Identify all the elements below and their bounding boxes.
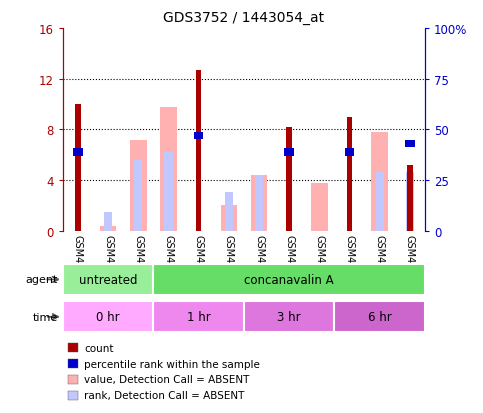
Text: untreated: untreated — [79, 273, 137, 286]
Bar — [345, 149, 355, 156]
Bar — [376, 173, 384, 231]
Bar — [63, 301, 154, 332]
Text: time: time — [33, 312, 58, 322]
Text: count: count — [84, 343, 114, 353]
Bar — [371, 133, 388, 231]
Bar — [100, 226, 116, 231]
Bar — [221, 206, 237, 231]
Bar — [225, 193, 233, 231]
Text: 6 hr: 6 hr — [368, 311, 392, 323]
Title: GDS3752 / 1443054_at: GDS3752 / 1443054_at — [163, 11, 325, 25]
Bar — [407, 166, 412, 231]
Bar — [134, 160, 142, 231]
Bar — [194, 133, 203, 140]
Bar — [244, 301, 334, 332]
Bar — [75, 105, 81, 231]
Bar — [154, 264, 425, 295]
Bar — [160, 107, 177, 231]
Bar — [154, 301, 244, 332]
Bar — [284, 149, 294, 156]
Text: percentile rank within the sample: percentile rank within the sample — [84, 359, 260, 369]
Bar — [104, 212, 112, 231]
Bar — [334, 301, 425, 332]
Text: 3 hr: 3 hr — [277, 311, 301, 323]
Bar — [196, 71, 201, 231]
Bar — [63, 264, 154, 295]
Bar — [255, 176, 263, 231]
Bar — [130, 140, 146, 231]
Bar — [164, 152, 173, 231]
Text: concanavalin A: concanavalin A — [244, 273, 334, 286]
Bar — [347, 117, 352, 231]
Bar — [73, 149, 83, 156]
Bar — [251, 176, 267, 231]
Text: 0 hr: 0 hr — [96, 311, 120, 323]
Bar — [405, 140, 415, 148]
Text: value, Detection Call = ABSENT: value, Detection Call = ABSENT — [84, 375, 249, 385]
Bar — [311, 183, 327, 231]
Bar — [406, 173, 414, 231]
Text: agent: agent — [26, 275, 58, 285]
Text: 1 hr: 1 hr — [187, 311, 211, 323]
Text: rank, Detection Call = ABSENT: rank, Detection Call = ABSENT — [84, 390, 244, 400]
Bar — [286, 128, 292, 231]
